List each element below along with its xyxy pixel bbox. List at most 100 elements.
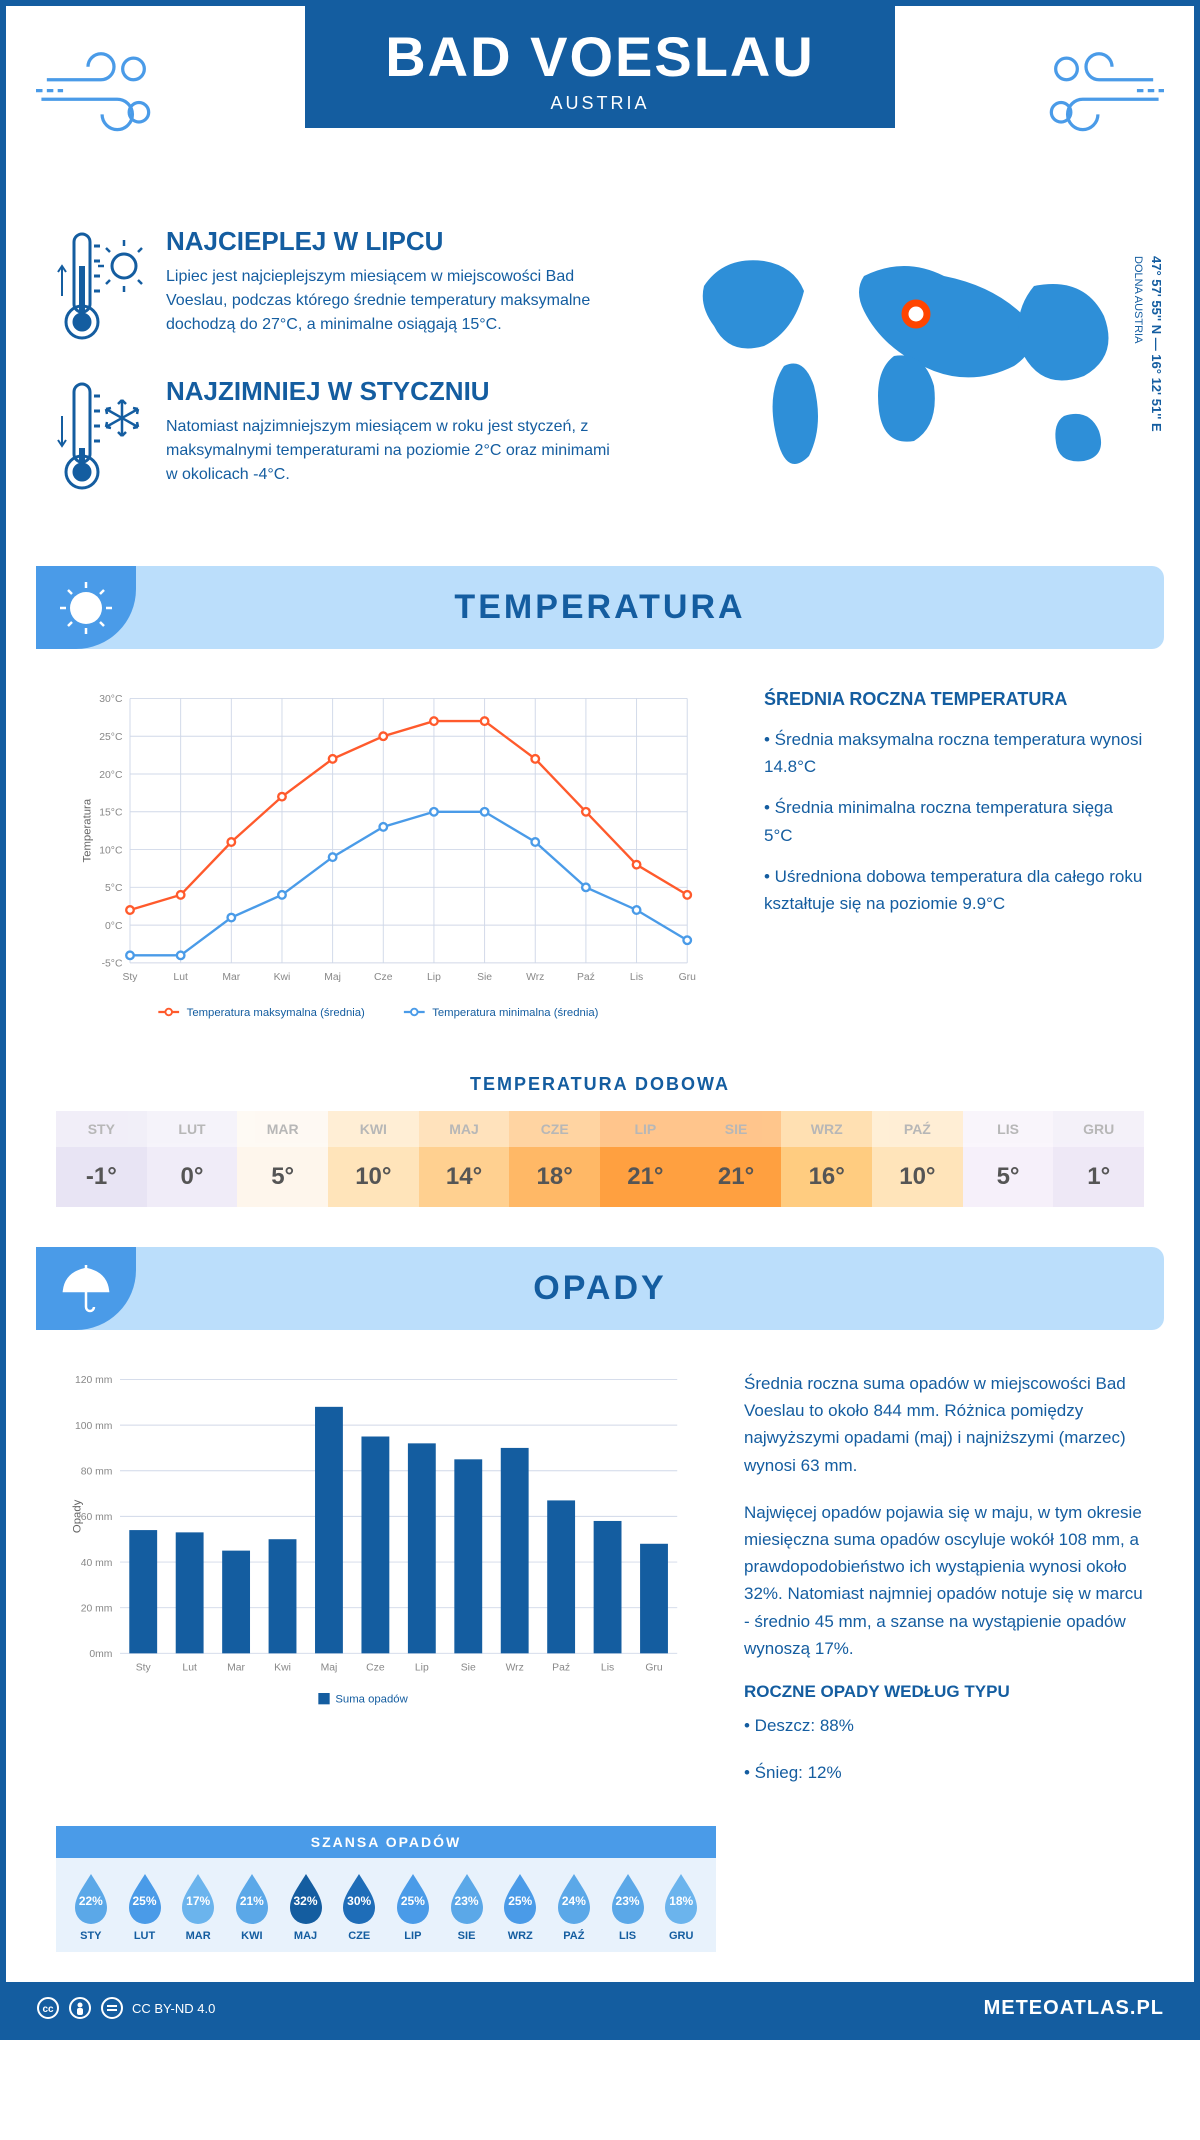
country-name: AUSTRIA (385, 93, 815, 114)
svg-text:Sty: Sty (136, 1662, 152, 1673)
daily-temp-cell: LIP21° (600, 1111, 691, 1207)
license: cc CC BY-ND 4.0 (36, 1996, 215, 2020)
wind-icon (36, 46, 166, 146)
svg-text:100 mm: 100 mm (75, 1421, 112, 1432)
section-title: TEMPERATURA (454, 588, 745, 626)
svg-text:Wrz: Wrz (526, 972, 544, 983)
daily-temp-cell: LUT0° (147, 1111, 238, 1207)
svg-text:10°C: 10°C (99, 845, 123, 856)
svg-text:Lip: Lip (427, 972, 441, 983)
svg-text:Opady: Opady (71, 1499, 83, 1533)
precip-type-title: ROCZNE OPADY WEDŁUG TYPU (744, 1682, 1144, 1702)
svg-text:-5°C: -5°C (102, 959, 123, 970)
svg-text:80 mm: 80 mm (81, 1467, 113, 1478)
svg-text:60 mm: 60 mm (81, 1512, 113, 1523)
svg-text:Temperatura: Temperatura (81, 798, 93, 862)
svg-text:Lis: Lis (601, 1662, 614, 1673)
thermometer-hot-icon (56, 226, 146, 346)
sun-icon (36, 566, 136, 649)
wind-icon (1034, 46, 1164, 146)
chance-cell: 25%LUT (118, 1872, 172, 1942)
precip-side-text: Średnia roczna suma opadów w miejscowośc… (744, 1370, 1144, 1806)
svg-text:40 mm: 40 mm (81, 1558, 113, 1569)
daily-temp-cell: KWI10° (328, 1111, 419, 1207)
chance-cell: 32%MAJ (279, 1872, 333, 1942)
svg-text:Gru: Gru (645, 1662, 663, 1673)
temp-chart: -5°C0°C5°C10°C15°C20°C25°C30°CStyLutMarK… (56, 689, 714, 1034)
svg-text:Paź: Paź (577, 972, 595, 983)
svg-text:Cze: Cze (374, 972, 393, 983)
cc-icon: cc (36, 1996, 60, 2020)
daily-temp-cell: MAJ14° (419, 1111, 510, 1207)
fact-coldest: NAJZIMNIEJ W STYCZNIU Natomiast najzimni… (56, 376, 624, 496)
svg-text:15°C: 15°C (99, 808, 123, 819)
chance-title: SZANSA OPADÓW (56, 1826, 716, 1858)
svg-text:Wrz: Wrz (506, 1662, 524, 1673)
svg-text:Temperatura maksymalna (średni: Temperatura maksymalna (średnia) (187, 1007, 365, 1019)
svg-text:Sie: Sie (477, 972, 492, 983)
chance-cell: 22%STY (64, 1872, 118, 1942)
svg-text:Lis: Lis (630, 972, 643, 983)
daily-temp-cell: SIE21° (691, 1111, 782, 1207)
region-label: DOLNA AUSTRIA (1132, 256, 1144, 343)
brand: METEOATLAS.PL (984, 1997, 1164, 2020)
svg-text:Sty: Sty (123, 972, 139, 983)
svg-text:Paź: Paź (552, 1662, 570, 1673)
chance-cell: 23%SIE (440, 1872, 494, 1942)
svg-text:25°C: 25°C (99, 732, 123, 743)
precip-section-header: OPADY (36, 1247, 1164, 1330)
svg-text:Maj: Maj (321, 1662, 338, 1673)
daily-temp-cell: PAŹ10° (872, 1111, 963, 1207)
svg-text:Temperatura minimalna (średnia: Temperatura minimalna (średnia) (432, 1007, 598, 1019)
precip-type: • Śnieg: 12% (744, 1759, 1144, 1786)
side-bullet: • Średnia minimalna roczna temperatura s… (764, 794, 1144, 848)
svg-text:Lip: Lip (415, 1662, 429, 1673)
thermometer-cold-icon (56, 376, 146, 496)
temp-section-header: TEMPERATURA (36, 566, 1164, 649)
chance-cell: 25%LIP (386, 1872, 440, 1942)
svg-text:Mar: Mar (227, 1662, 245, 1673)
daily-temp-table: TEMPERATURA DOBOWA STY-1°LUT0°MAR5°KWI10… (6, 1074, 1194, 1247)
umbrella-icon (36, 1247, 136, 1330)
by-icon (68, 1996, 92, 2020)
svg-text:Gru: Gru (679, 972, 697, 983)
temp-body: -5°C0°C5°C10°C15°C20°C25°C30°CStyLutMarK… (6, 649, 1194, 1074)
svg-text:cc: cc (42, 2004, 54, 2015)
license-text: CC BY-ND 4.0 (132, 2001, 215, 2016)
footer: cc CC BY-ND 4.0 METEOATLAS.PL (6, 1982, 1194, 2034)
chance-cell: 17%MAR (171, 1872, 225, 1942)
city-name: BAD VOESLAU (385, 24, 815, 89)
nd-icon (100, 1996, 124, 2020)
daily-temp-cell: GRU1° (1053, 1111, 1144, 1207)
svg-text:Suma opadów: Suma opadów (335, 1693, 408, 1705)
chance-cell: 18%GRU (654, 1872, 708, 1942)
svg-text:30°C: 30°C (99, 694, 123, 705)
svg-text:Maj: Maj (324, 972, 341, 983)
chance-box: SZANSA OPADÓW 22%STY25%LUT17%MAR21%KWI32… (56, 1826, 716, 1952)
daily-temp-cell: WRZ16° (781, 1111, 872, 1207)
world-map (664, 226, 1144, 486)
temp-side-text: ŚREDNIA ROCZNA TEMPERATURA • Średnia mak… (764, 689, 1144, 1034)
svg-text:Lut: Lut (182, 1662, 197, 1673)
fact-text: Lipiec jest najcieplejszym miesiącem w m… (166, 265, 624, 337)
svg-text:Kwi: Kwi (274, 972, 291, 983)
svg-text:0mm: 0mm (89, 1649, 112, 1660)
side-bullet: • Uśredniona dobowa temperatura dla całe… (764, 863, 1144, 917)
precip-p1: Średnia roczna suma opadów w miejscowośc… (744, 1370, 1144, 1479)
svg-text:20 mm: 20 mm (81, 1603, 113, 1614)
daily-temp-title: TEMPERATURA DOBOWA (56, 1074, 1144, 1095)
svg-text:0°C: 0°C (105, 921, 123, 932)
svg-text:120 mm: 120 mm (75, 1375, 112, 1386)
fact-text: Natomiast najzimniejszym miesiącem w rok… (166, 415, 624, 487)
fact-warmest: NAJCIEPLEJ W LIPCU Lipiec jest najcieple… (56, 226, 624, 346)
title-banner: BAD VOESLAU AUSTRIA (305, 6, 895, 128)
fact-title: NAJCIEPLEJ W LIPCU (166, 226, 624, 257)
fact-title: NAJZIMNIEJ W STYCZNIU (166, 376, 624, 407)
facts-column: NAJCIEPLEJ W LIPCU Lipiec jest najcieple… (56, 226, 624, 526)
precip-body: 0mm 20 mm 40 mm 60 mm 80 mm 100 mm 120 mm Sty Lu… (6, 1330, 1194, 1826)
infographic-page: BAD VOESLAU AUSTRIA (0, 0, 1200, 2040)
chance-cell: 23%LIS (601, 1872, 655, 1942)
daily-temp-cell: MAR5° (237, 1111, 328, 1207)
daily-temp-cell: LIS5° (963, 1111, 1054, 1207)
chance-cell: 21%KWI (225, 1872, 279, 1942)
